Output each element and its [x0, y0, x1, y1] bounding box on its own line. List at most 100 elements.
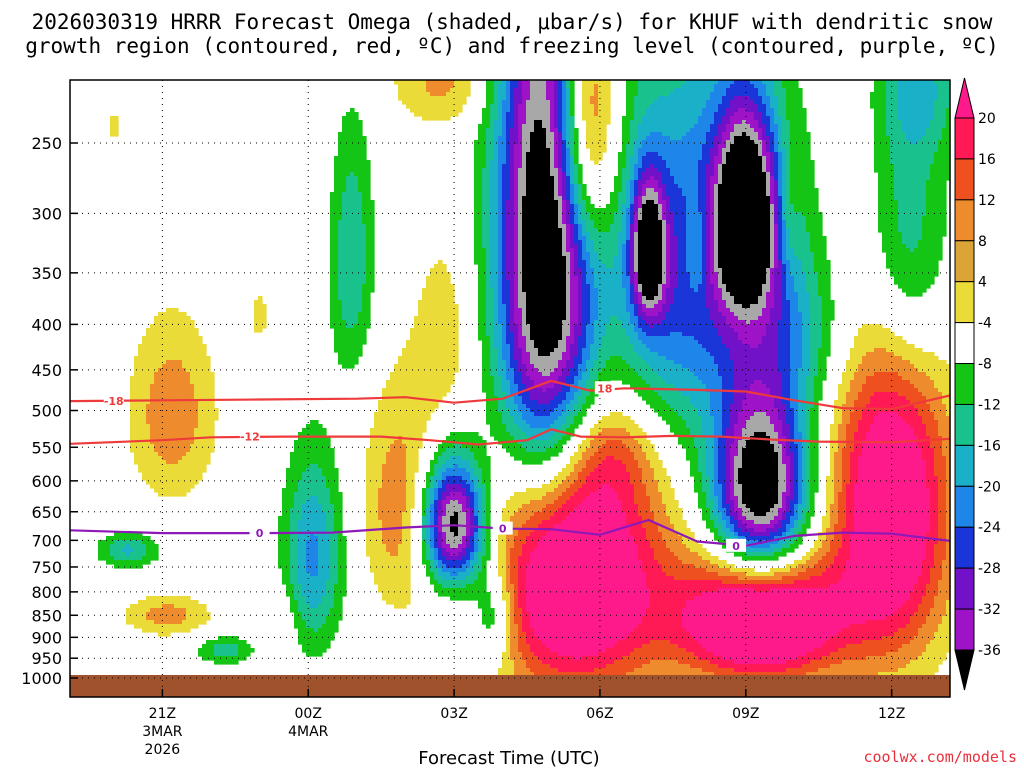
omega-cell — [734, 296, 759, 301]
omega-cell — [506, 252, 515, 257]
omega-cell — [698, 504, 707, 509]
omega-cell — [538, 352, 551, 357]
omega-cell — [554, 476, 567, 481]
omega-cell — [902, 236, 923, 241]
omega-cell — [838, 516, 847, 521]
omega-cell — [502, 256, 507, 261]
omega-cell — [858, 368, 919, 373]
omega-cell — [742, 460, 779, 465]
omega-cell — [474, 180, 483, 185]
omega-cell — [494, 384, 503, 389]
omega-cell — [426, 500, 431, 505]
omega-cell — [146, 552, 159, 557]
omega-cell — [778, 320, 791, 325]
omega-cell — [634, 228, 639, 233]
omega-cell — [494, 96, 499, 101]
omega-cell — [510, 344, 515, 349]
omega-cell — [554, 116, 559, 121]
omega-cell — [482, 356, 491, 361]
omega-cell — [790, 356, 803, 361]
omega-cell — [670, 236, 679, 241]
omega-cell — [638, 392, 659, 397]
omega-cell — [786, 288, 795, 293]
omega-cell — [542, 536, 635, 541]
omega-cell — [770, 208, 775, 213]
omega-cell — [778, 328, 791, 333]
omega-cell — [902, 416, 923, 421]
omega-cell — [426, 508, 431, 513]
omega-cell — [498, 544, 507, 549]
omega-cell — [334, 164, 371, 169]
omega-cell — [714, 228, 719, 233]
omega-cell — [586, 248, 595, 253]
omega-cell — [486, 520, 491, 525]
omega-cell — [706, 228, 711, 233]
omega-cell — [514, 184, 519, 189]
omega-cell — [558, 392, 567, 397]
omega-cell — [474, 244, 483, 249]
omega-cell — [554, 108, 559, 113]
omega-cell — [562, 96, 567, 101]
omega-cell — [702, 112, 715, 117]
omega-cell — [714, 236, 719, 241]
omega-cell — [706, 180, 711, 185]
omega-cell — [478, 136, 487, 141]
omega-cell — [634, 500, 651, 505]
omega-cell — [574, 256, 579, 261]
omega-cell — [190, 376, 215, 381]
omega-cell — [130, 440, 151, 445]
omega-cell — [666, 244, 671, 249]
omega-cell — [786, 116, 807, 121]
omega-cell — [778, 112, 787, 117]
omega-cell — [570, 272, 575, 277]
omega-cell — [826, 512, 831, 517]
omega-cell — [718, 232, 771, 237]
omega-cell — [842, 404, 855, 409]
omega-cell — [130, 400, 151, 405]
omega-cell — [290, 544, 299, 549]
omega-cell — [522, 360, 531, 365]
omega-cell — [622, 380, 647, 385]
omega-cell — [486, 148, 495, 153]
omega-cell — [622, 148, 627, 153]
omega-cell — [498, 372, 507, 377]
omega-cell — [610, 320, 623, 325]
omega-cell — [782, 316, 791, 321]
omega-cell — [858, 476, 927, 481]
omega-cell — [798, 396, 807, 401]
omega-cell — [570, 124, 575, 129]
omega-cell — [842, 540, 851, 545]
omega-cell — [862, 452, 923, 457]
omega-cell — [634, 240, 639, 245]
omega-cell — [642, 284, 659, 289]
omega-cell — [678, 244, 687, 249]
omega-cell — [770, 224, 775, 229]
omega-cell — [730, 464, 735, 469]
omega-cell — [562, 156, 567, 161]
omega-cell — [502, 240, 507, 245]
omega-cell — [302, 508, 323, 513]
omega-cell — [934, 548, 947, 553]
omega-cell — [486, 92, 495, 97]
omega-cell — [590, 264, 607, 269]
omega-cell — [590, 356, 599, 361]
omega-cell — [626, 428, 643, 433]
omega-cell — [934, 468, 947, 473]
omega-cell — [338, 232, 367, 237]
omega-cell — [774, 248, 779, 253]
omega-cell — [638, 204, 643, 209]
omega-cell — [602, 336, 631, 341]
omega-cell — [790, 372, 799, 377]
omega-cell — [574, 272, 583, 277]
omega-cell — [906, 292, 923, 297]
omega-cell — [770, 268, 775, 273]
omega-cell — [722, 164, 763, 169]
omega-cell — [898, 84, 939, 89]
omega-cell — [874, 416, 903, 421]
omega-cell — [854, 484, 927, 489]
omega-cell — [438, 544, 443, 549]
omega-cell — [430, 532, 435, 537]
omega-cell — [718, 328, 735, 333]
omega-cell — [566, 244, 571, 249]
omega-cell — [710, 412, 723, 417]
